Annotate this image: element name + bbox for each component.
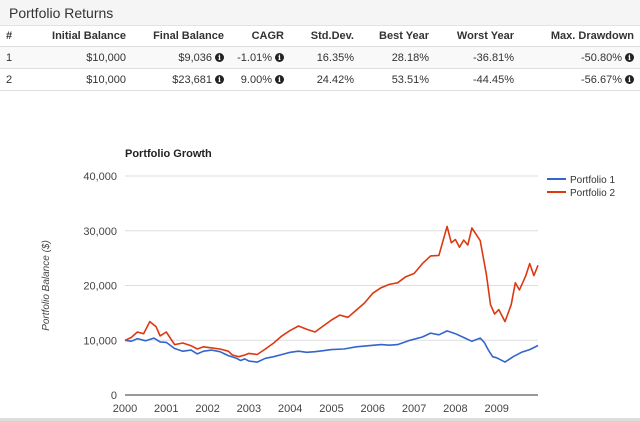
- cagr: -1.01%: [237, 51, 272, 64]
- series-line-portfolio-2: [124, 225, 539, 358]
- bottom-divider: [0, 418, 640, 421]
- cagr-cell: 9.00% i: [230, 68, 290, 91]
- best-year: 53.51%: [360, 68, 435, 91]
- col-header-final-balance: Final Balance: [132, 26, 230, 47]
- x-tick-label: 2003: [237, 403, 261, 415]
- worst-year: -36.81%: [435, 46, 520, 69]
- col-header-number: #: [0, 26, 40, 47]
- info-icon[interactable]: i: [215, 75, 224, 85]
- worst-year: -44.45%: [435, 68, 520, 91]
- chart-title: Portfolio Growth: [125, 148, 212, 160]
- max-drawdown-cell: -50.80% i: [520, 46, 640, 69]
- info-icon[interactable]: i: [275, 75, 284, 85]
- x-tick-label: 2007: [402, 403, 426, 415]
- x-tick-label: 2000: [113, 403, 137, 415]
- row-number: 2: [0, 68, 40, 91]
- info-icon[interactable]: i: [625, 53, 634, 63]
- portfolio-returns-table: # Initial Balance Final Balance CAGR Std…: [0, 26, 640, 91]
- final-balance-cell: $23,681 i: [132, 68, 230, 91]
- x-tick-label: 2005: [319, 403, 343, 415]
- cagr-cell: -1.01% i: [230, 46, 290, 69]
- col-header-initial-balance: Initial Balance: [40, 26, 132, 47]
- row-number: 1: [0, 46, 40, 69]
- table-row: 1 $10,000 $9,036 i -1.01% i 16.35% 28.18% …: [0, 46, 640, 69]
- x-tick-label: 2002: [195, 403, 219, 415]
- x-tick-label: 2001: [154, 403, 178, 415]
- x-tick-label: 2006: [361, 403, 385, 415]
- info-icon[interactable]: i: [215, 53, 224, 63]
- legend-entry: Portfolio 1: [570, 175, 615, 186]
- col-header-cagr: CAGR: [230, 26, 290, 47]
- cagr: 9.00%: [240, 73, 272, 86]
- table-header-row: # Initial Balance Final Balance CAGR Std…: [0, 26, 640, 47]
- x-tick-label: 2008: [443, 403, 467, 415]
- y-tick-label: 30,000: [83, 226, 117, 238]
- x-tick-label: 2004: [278, 403, 302, 415]
- table-row: 2 $10,000 $23,681 i 9.00% i 24.42% 53.51% …: [0, 68, 640, 91]
- max-drawdown-cell: -56.67% i: [520, 68, 640, 91]
- final-balance: $23,681: [172, 73, 212, 86]
- section-title: Portfolio Returns: [9, 5, 114, 21]
- best-year: 28.18%: [360, 46, 435, 69]
- y-tick-label: 0: [111, 390, 117, 402]
- portfolio-returns-header: Portfolio Returns: [0, 0, 640, 26]
- legend-entry: Portfolio 2: [570, 188, 615, 199]
- y-axis-label: Portfolio Balance ($): [41, 240, 52, 331]
- final-balance: $9,036: [178, 51, 212, 64]
- col-header-best-year: Best Year: [360, 26, 435, 47]
- x-tick-label: 2009: [484, 403, 508, 415]
- col-header-worst-year: Worst Year: [435, 26, 520, 47]
- info-icon[interactable]: i: [275, 53, 284, 63]
- max-drawdown: -50.80%: [581, 51, 622, 64]
- stdev: 24.42%: [290, 68, 360, 91]
- max-drawdown: -56.67%: [581, 73, 622, 86]
- y-tick-label: 10,000: [83, 335, 117, 347]
- final-balance-cell: $9,036 i: [132, 46, 230, 69]
- col-header-max-drawdown: Max. Drawdown: [520, 26, 640, 47]
- initial-balance: $10,000: [40, 46, 132, 69]
- y-tick-label: 20,000: [83, 281, 117, 293]
- series-line-portfolio-1: [124, 330, 539, 363]
- info-icon[interactable]: i: [625, 75, 634, 85]
- initial-balance: $10,000: [40, 68, 132, 91]
- col-header-stdev: Std.Dev.: [290, 26, 360, 47]
- stdev: 16.35%: [290, 46, 360, 69]
- y-tick-label: 40,000: [83, 171, 117, 183]
